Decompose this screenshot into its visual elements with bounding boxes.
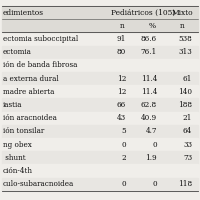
Bar: [2, 72, 198, 85]
Text: 0: 0: [152, 180, 157, 188]
Text: n: n: [120, 22, 124, 30]
Bar: [2, 151, 198, 164]
Text: a externa dural: a externa dural: [3, 75, 59, 83]
Bar: [2, 112, 198, 125]
Text: 12: 12: [117, 88, 126, 96]
Text: 76.1: 76.1: [141, 48, 157, 56]
Text: 188: 188: [178, 101, 192, 109]
Text: ción-4th: ción-4th: [3, 167, 33, 175]
Text: 12: 12: [117, 75, 126, 83]
Text: 61: 61: [183, 75, 192, 83]
Text: 2: 2: [121, 154, 126, 162]
Text: %: %: [148, 22, 156, 30]
Text: edimientos: edimientos: [3, 9, 44, 17]
Bar: [2, 138, 198, 151]
Text: 43: 43: [117, 114, 126, 122]
Text: ión aracnoidea: ión aracnoidea: [3, 114, 57, 122]
Text: ectomia suboccipital: ectomia suboccipital: [3, 35, 78, 43]
Bar: [2, 85, 198, 98]
Text: 5: 5: [121, 127, 126, 135]
Text: 0: 0: [152, 141, 157, 149]
Text: ectomia: ectomia: [3, 48, 32, 56]
Text: 64: 64: [183, 127, 192, 135]
Bar: [2, 164, 198, 178]
Text: 1.9: 1.9: [145, 154, 157, 162]
Text: 0: 0: [121, 180, 126, 188]
Text: madre abierta: madre abierta: [3, 88, 54, 96]
Text: n: n: [180, 22, 184, 30]
Text: ng obex: ng obex: [3, 141, 32, 149]
Text: 62.8: 62.8: [141, 101, 157, 109]
Text: 80: 80: [117, 48, 126, 56]
Text: 118: 118: [178, 180, 192, 188]
Text: shunt: shunt: [3, 154, 26, 162]
Text: 4.7: 4.7: [146, 127, 157, 135]
Bar: [2, 178, 198, 191]
Text: 66: 66: [117, 101, 126, 109]
Text: Mixto: Mixto: [171, 9, 193, 17]
Bar: [2, 125, 198, 138]
Text: 11.4: 11.4: [141, 75, 157, 83]
Bar: [2, 98, 198, 112]
Bar: [2, 6, 198, 19]
Text: 0: 0: [121, 141, 126, 149]
Text: 91: 91: [117, 35, 126, 43]
Text: 21: 21: [183, 114, 192, 122]
Text: 140: 140: [178, 88, 192, 96]
Bar: [2, 32, 198, 46]
Text: 538: 538: [178, 35, 192, 43]
Text: 313: 313: [178, 48, 192, 56]
Bar: [2, 46, 198, 59]
Text: 73: 73: [183, 154, 192, 162]
Text: culo-subaracnoidea: culo-subaracnoidea: [3, 180, 74, 188]
Bar: [2, 59, 198, 72]
Text: 40.9: 40.9: [141, 114, 157, 122]
Bar: [2, 19, 198, 32]
Text: Pediátricos (105): Pediátricos (105): [111, 9, 175, 17]
Text: 11.4: 11.4: [141, 88, 157, 96]
Text: 86.6: 86.6: [141, 35, 157, 43]
Text: 33: 33: [183, 141, 192, 149]
Text: ión tonsilar: ión tonsilar: [3, 127, 44, 135]
Text: ión de banda fibrosa: ión de banda fibrosa: [3, 61, 77, 69]
Text: iastia: iastia: [3, 101, 22, 109]
